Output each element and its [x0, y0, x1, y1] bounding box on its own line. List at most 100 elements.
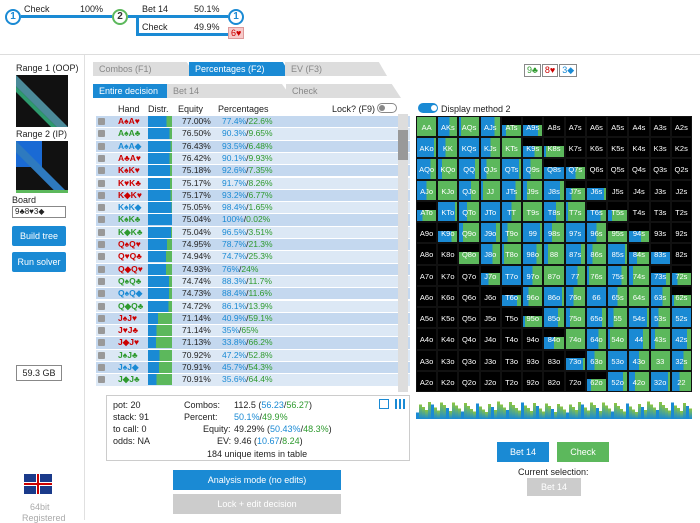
grid-cell[interactable]: QJo	[458, 179, 480, 201]
grid-cell[interactable]: 43o	[628, 349, 650, 371]
grid-cell[interactable]: 53o	[607, 349, 629, 371]
grid-cell[interactable]: Q6o	[458, 285, 480, 308]
grid-cell[interactable]: 33	[649, 349, 671, 371]
lock-icon[interactable]	[98, 167, 105, 175]
grid-cell[interactable]: Q9o	[458, 222, 480, 244]
grid-cell[interactable]: A6s	[585, 116, 608, 138]
grid-cell[interactable]: J8o	[479, 243, 501, 265]
grid-cell[interactable]: Q8o	[458, 243, 480, 265]
lock-icon[interactable]	[98, 216, 105, 224]
grid-cell[interactable]: 54o	[607, 328, 629, 350]
grid-cell[interactable]: 62o	[585, 370, 608, 392]
grid-cell[interactable]: 98o	[522, 243, 544, 265]
grid-cell[interactable]: 96o	[522, 285, 544, 308]
grid-cell[interactable]: 53s	[649, 307, 671, 329]
export-icon[interactable]	[379, 399, 389, 409]
grid-cell[interactable]: Q7s	[564, 158, 586, 180]
grid-cell[interactable]: A9s	[522, 116, 544, 138]
grid-cell[interactable]: 97s	[564, 222, 586, 244]
grid-cell[interactable]: T2s	[670, 200, 692, 223]
lock-icon[interactable]	[98, 130, 105, 138]
grid-cell[interactable]: 85o	[543, 307, 565, 329]
grid-cell[interactable]: Q3o	[458, 349, 480, 371]
grid-cell[interactable]: K9o	[437, 222, 459, 244]
grid-cell[interactable]: 86s	[585, 243, 608, 265]
grid-cell[interactable]: 95s	[607, 222, 629, 244]
grid-cell[interactable]: T4o	[500, 328, 523, 350]
lock-icon[interactable]	[98, 302, 105, 310]
grid-cell[interactable]: JTo	[479, 200, 501, 223]
grid-cell[interactable]: K9s	[522, 137, 544, 159]
grid-cell[interactable]: 72s	[670, 264, 692, 286]
grid-cell[interactable]: J2s	[670, 179, 692, 201]
grid-cell[interactable]: 88	[543, 243, 565, 265]
grid-cell[interactable]: A4o	[416, 328, 438, 350]
table-row[interactable]: K♠K♥ 75.18% 92.6%/7.35%	[96, 165, 410, 177]
grid-cell[interactable]: Q7o	[458, 264, 480, 286]
lock-icon[interactable]	[98, 204, 105, 212]
board-input[interactable]: 9♣8♥3◆	[12, 206, 66, 218]
grid-cell[interactable]: 42o	[628, 370, 650, 392]
grid-cell[interactable]: J5s	[607, 179, 629, 201]
grid-cell[interactable]: A5o	[416, 307, 438, 329]
grid-cell[interactable]: T9o	[500, 222, 523, 244]
grid-cell[interactable]: K5s	[607, 137, 629, 159]
lock-icon[interactable]	[98, 290, 105, 298]
grid-cell[interactable]: AA	[416, 116, 438, 138]
grid-cell[interactable]: 76s	[585, 264, 608, 286]
grid-cell[interactable]: A4s	[628, 116, 650, 138]
grid-cell[interactable]: 87s	[564, 243, 586, 265]
grid-cell[interactable]: 93o	[522, 349, 544, 371]
tree-node-2[interactable]: 2	[112, 9, 128, 25]
grid-cell[interactable]: K2o	[437, 370, 459, 392]
grid-cell[interactable]: Q6s	[585, 158, 608, 180]
grid-cell[interactable]: 75o	[564, 307, 586, 329]
lock-icon[interactable]	[98, 277, 105, 285]
table-row[interactable]: Q♠Q♣ 74.74% 88.3%/11.7%	[96, 275, 410, 288]
grid-cell[interactable]: J2o	[479, 370, 501, 392]
lock-icon[interactable]	[98, 191, 105, 199]
grid-cell[interactable]: 84o	[543, 328, 565, 350]
table-row[interactable]: Q♥Q♣ 74.94% 74.7%/25.3%	[96, 251, 410, 263]
grid-cell[interactable]: Q2o	[458, 370, 480, 392]
table-row[interactable]: J♠J♥ 71.14% 40.9%/59.1%	[96, 312, 410, 325]
grid-cell[interactable]: K7o	[437, 264, 459, 286]
tab-ev[interactable]: EV (F3)	[285, 62, 387, 76]
grid-cell[interactable]: T4s	[628, 200, 650, 223]
grid-cell[interactable]: 74o	[564, 328, 586, 350]
tab-entire-decision[interactable]: Entire decision	[93, 84, 175, 98]
grid-cell[interactable]: ATs	[500, 116, 523, 138]
grid-cell[interactable]: 54s	[628, 307, 650, 329]
grid-cell[interactable]: 65s	[607, 285, 629, 308]
build-tree-button[interactable]: Build tree	[12, 226, 66, 246]
grid-cell[interactable]: A7s	[564, 116, 586, 138]
grid-cell[interactable]: J3o	[479, 349, 501, 371]
grid-cell[interactable]: 83o	[543, 349, 565, 371]
tree-check-label[interactable]: Check	[24, 4, 50, 14]
grid-cell[interactable]: AJs	[479, 116, 501, 138]
table-row[interactable]: Q♠Q◆ 74.73% 88.4%/11.6%	[96, 288, 410, 300]
tab-combos[interactable]: Combos (F1)	[93, 62, 195, 76]
lock-icon[interactable]	[98, 118, 105, 125]
grid-cell[interactable]: 82o	[543, 370, 565, 392]
grid-cell[interactable]: 42s	[670, 328, 692, 350]
grid-cell[interactable]: T8s	[543, 200, 565, 223]
grid-cell[interactable]: QTo	[458, 200, 480, 223]
grid-cell[interactable]: 55	[607, 307, 629, 329]
analysis-mode-button[interactable]: Analysis mode (no edits)	[173, 470, 341, 490]
lock-icon[interactable]	[98, 351, 105, 359]
grid-cell[interactable]: KQo	[437, 158, 459, 180]
lock-edit-button[interactable]: Lock + edit decision	[173, 494, 341, 514]
grid-cell[interactable]: 63s	[649, 285, 671, 308]
grid-cell[interactable]: K2s	[670, 137, 692, 159]
grid-cell[interactable]: K4o	[437, 328, 459, 350]
grid-cell[interactable]: 97o	[522, 264, 544, 286]
grid-cell[interactable]: J6o	[479, 285, 501, 308]
grid-cell[interactable]: K8o	[437, 243, 459, 265]
grid-cell[interactable]: K7s	[564, 137, 586, 159]
table-row[interactable]: K◆K♥ 75.17% 93.2%/6.77%	[96, 189, 410, 202]
hand-grid[interactable]: AA AKs AQs AJs ATs A9s A8s A7s A6s A5s A4s A3s A2s AK…	[416, 116, 692, 392]
grid-cell[interactable]: AKo	[416, 137, 438, 159]
grid-cell[interactable]: 84s	[628, 243, 650, 265]
grid-cell[interactable]: A8o	[416, 243, 438, 265]
